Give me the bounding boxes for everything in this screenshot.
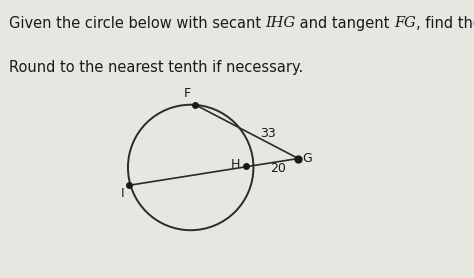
Text: Round to the nearest tenth if necessary.: Round to the nearest tenth if necessary.: [9, 61, 303, 76]
Text: F: F: [183, 87, 191, 100]
Text: I: I: [120, 187, 124, 200]
Text: , find the length of: , find the length of: [416, 16, 474, 31]
Text: G: G: [303, 152, 312, 165]
Text: and tangent: and tangent: [295, 16, 394, 31]
Text: IHG: IHG: [265, 16, 295, 30]
Text: 33: 33: [261, 126, 276, 140]
Text: FG: FG: [394, 16, 416, 30]
Text: Given the circle below with secant: Given the circle below with secant: [9, 16, 265, 31]
Text: H: H: [231, 158, 241, 171]
Text: 20: 20: [270, 162, 286, 175]
